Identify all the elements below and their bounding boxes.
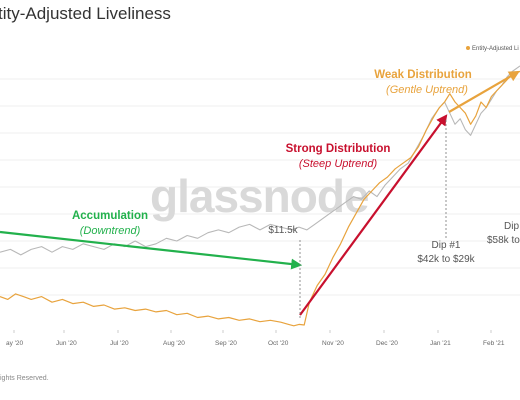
x-tick-label: ay '20 — [6, 340, 24, 347]
weak-distribution-sublabel: (Gentle Uptrend) — [386, 84, 468, 96]
legend-swatch — [466, 46, 470, 51]
marker-label-11k: $11.5k — [268, 225, 298, 236]
x-tick-label: Feb '21 — [483, 340, 505, 347]
chart-legend[interactable]: Entity-Adjusted Li — [466, 46, 519, 52]
series-line-0 — [0, 70, 520, 327]
weak-distribution-arrow — [448, 70, 520, 113]
x-tick-label: Jun '20 — [56, 340, 77, 347]
accumulation-label: Accumulation — [72, 210, 148, 222]
strong-distribution-sublabel: (Steep Uptrend) — [299, 158, 378, 170]
x-tick-label: Aug '20 — [163, 340, 185, 347]
x-tick-label: Jul '20 — [110, 340, 129, 347]
chart-title: tity-Adjusted Liveliness — [0, 4, 171, 23]
x-tick-label: Jan '21 — [430, 340, 451, 347]
marker-sublabel-dip1: $42k to $29k — [417, 254, 475, 265]
accumulation-arrow — [0, 230, 303, 270]
legend-label: Entity-Adjusted Li — [472, 46, 519, 52]
strong-distribution-label: Strong Distribution — [286, 143, 391, 155]
series-line-1 — [0, 65, 520, 256]
strong-distribution-arrow — [299, 114, 448, 316]
marker-sublabel-dip2: $58k to — [487, 235, 520, 246]
x-tick-label: Oct '20 — [268, 340, 289, 347]
x-tick-label: Sep '20 — [215, 340, 237, 347]
marker-label-dip1: Dip #1 — [432, 240, 461, 251]
weak-distribution-label: Weak Distribution — [374, 69, 472, 81]
copyright-text: ights Reserved. — [0, 375, 49, 382]
x-tick-label: Dec '20 — [376, 340, 398, 347]
watermark-text: glassnode — [150, 170, 369, 222]
accumulation-sublabel: (Downtrend) — [80, 225, 141, 237]
marker-label-dip2: Dip — [504, 221, 519, 232]
x-tick-label: Nov '20 — [322, 340, 344, 347]
